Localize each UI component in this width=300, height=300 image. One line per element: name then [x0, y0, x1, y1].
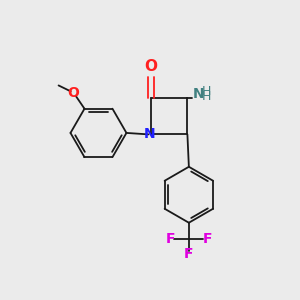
Text: O: O: [144, 59, 158, 74]
Text: O: O: [68, 86, 79, 100]
Text: H: H: [202, 91, 211, 103]
Text: F: F: [184, 247, 194, 261]
Text: H: H: [202, 85, 211, 98]
Text: F: F: [166, 232, 175, 246]
Text: N: N: [193, 87, 204, 101]
Text: N: N: [144, 127, 155, 141]
Text: F: F: [202, 232, 212, 246]
